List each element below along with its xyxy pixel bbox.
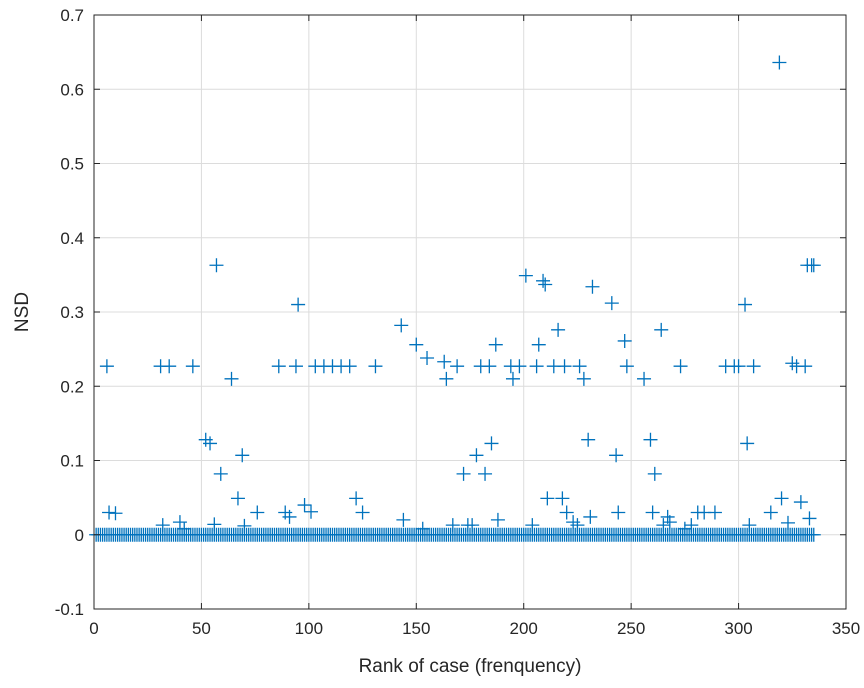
data-point-marker (605, 296, 619, 310)
data-point-marker (349, 491, 363, 505)
data-point-marker (108, 506, 122, 520)
data-point-marker (209, 258, 223, 272)
data-point-marker (802, 511, 816, 525)
data-point-marker (648, 467, 662, 481)
data-point-marker (482, 359, 496, 373)
data-point-marker (573, 359, 587, 373)
data-point-marker (457, 467, 471, 481)
data-point-marker (538, 278, 552, 292)
data-point-marker (643, 433, 657, 447)
x-tick-label: 200 (510, 619, 538, 638)
data-point-marker (807, 258, 821, 272)
x-tick-label: 100 (295, 619, 323, 638)
data-point-marker (551, 323, 565, 337)
x-tick-label: 0 (89, 619, 98, 638)
data-point-marker (394, 318, 408, 332)
data-point-marker (708, 505, 722, 519)
data-point-marker (214, 467, 228, 481)
data-point-marker (581, 433, 595, 447)
y-tick-label: 0.3 (60, 303, 84, 322)
data-point-marker (577, 372, 591, 386)
data-point-marker (162, 359, 176, 373)
data-point-marker (437, 355, 451, 369)
data-point-marker (618, 334, 632, 348)
y-tick-label: 0.2 (60, 377, 84, 396)
data-point-marker (555, 491, 569, 505)
data-point-marker (298, 498, 312, 512)
x-tick-label: 150 (402, 619, 430, 638)
zero-value-markers (89, 528, 821, 542)
data-point-marker (611, 505, 625, 519)
data-point-marker (439, 372, 453, 386)
data-point-marker (478, 467, 492, 481)
data-point-marker (764, 505, 778, 519)
data-point-marker (356, 505, 370, 519)
data-point-marker (558, 359, 572, 373)
data-point-marker (532, 338, 546, 352)
data-point-marker (654, 323, 668, 337)
data-point-marker (519, 269, 533, 283)
data-points (100, 56, 821, 536)
x-axis-ticks: 0 50 100 150 200 250 300 350 (89, 15, 860, 638)
data-point-marker (540, 491, 554, 505)
data-point-marker (225, 372, 239, 386)
data-point-marker (637, 372, 651, 386)
data-point-marker (512, 359, 526, 373)
data-point-marker (250, 505, 264, 519)
data-point-marker (560, 505, 574, 519)
x-tick-label: 50 (192, 619, 211, 638)
data-point-marker (620, 359, 634, 373)
y-tick-label: 0.7 (60, 6, 84, 25)
data-point-marker (646, 505, 660, 519)
data-point-marker (489, 338, 503, 352)
x-tick-label: 250 (617, 619, 645, 638)
data-point-marker (102, 505, 116, 519)
x-axis-title: Rank of case (frenquency) (359, 656, 582, 677)
data-point-marker (409, 338, 423, 352)
y-tick-label: 0 (75, 526, 84, 545)
data-point-marker (530, 359, 544, 373)
data-point-marker (491, 513, 505, 527)
data-point-marker (484, 436, 498, 450)
data-point-marker (186, 359, 200, 373)
data-point-marker (775, 491, 789, 505)
data-point-marker (740, 436, 754, 450)
data-point-marker (272, 359, 286, 373)
data-point-marker (674, 359, 688, 373)
data-point-marker (420, 351, 434, 365)
data-point-marker (772, 56, 786, 70)
data-point-marker (450, 359, 464, 373)
grid-lines (94, 15, 846, 609)
data-point-marker (343, 359, 357, 373)
data-point-marker (231, 491, 245, 505)
data-point-marker (738, 298, 752, 312)
y-tick-label: 0.1 (60, 452, 84, 471)
data-point-marker (585, 280, 599, 294)
y-tick-label: 0.4 (60, 229, 84, 248)
y-tick-label: 0.6 (60, 80, 84, 99)
data-point-marker (536, 274, 550, 288)
x-tick-label: 350 (832, 619, 860, 638)
y-tick-label: -0.1 (55, 600, 84, 619)
data-point-marker (506, 372, 520, 386)
y-tick-label: 0.5 (60, 155, 84, 174)
x-tick-label: 300 (724, 619, 752, 638)
data-point-marker (747, 359, 761, 373)
data-point-marker (794, 495, 808, 509)
data-point-marker (291, 298, 305, 312)
data-point-marker (583, 510, 597, 524)
y-axis-title: NSD (12, 292, 33, 332)
data-point-marker (289, 359, 303, 373)
data-point-marker (368, 359, 382, 373)
data-point-marker (100, 359, 114, 373)
data-point-marker (304, 505, 318, 519)
data-point-marker (798, 359, 812, 373)
data-point-marker (396, 513, 410, 527)
